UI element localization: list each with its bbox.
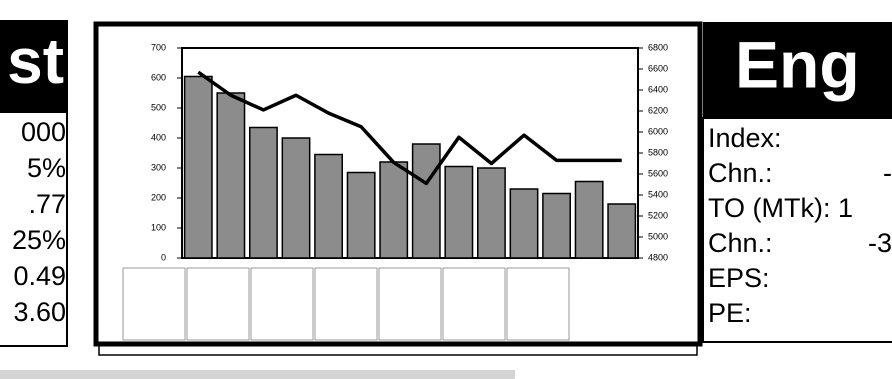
line: [197, 70, 622, 186]
y2-tick-label: 5000: [648, 231, 668, 241]
y-tick-label: 600: [151, 72, 166, 82]
right-label: TO (MTk): 1: [708, 193, 853, 223]
bar: [542, 192, 572, 259]
y2-tick-label: 6400: [648, 84, 668, 94]
bar: [444, 165, 474, 259]
left-value: 0.49: [13, 261, 66, 291]
y-tick-label: 700: [151, 42, 166, 52]
left-value: 000: [21, 117, 66, 147]
left-value: 5%: [27, 153, 66, 183]
bar: [346, 171, 376, 259]
y2-tick-label: 4800: [648, 252, 668, 262]
left-box: [0, 111, 68, 347]
right-header: Eng: [735, 27, 860, 101]
bar: [509, 188, 539, 259]
right-value: -3: [868, 228, 892, 258]
y-tick-label: 100: [151, 222, 166, 232]
under-frame: [98, 343, 698, 356]
left-value: 3.60: [13, 297, 66, 327]
y-tick-label: 300: [151, 162, 166, 172]
bar: [574, 180, 604, 259]
y2-tick-label: 6800: [648, 42, 668, 52]
bar: [216, 92, 246, 259]
y2-tick-label: 6000: [648, 126, 668, 136]
empty-cells: [122, 267, 570, 341]
left-header-box: [0, 20, 68, 112]
y2-tick-label: 5800: [648, 147, 668, 157]
y2-tick-label: 5200: [648, 210, 668, 220]
bar: [248, 126, 278, 259]
y-tick-label: 400: [151, 132, 166, 142]
bar: [183, 75, 213, 259]
y-tick-label: 500: [151, 102, 166, 112]
y-tick-label: 0: [161, 252, 166, 262]
left-value: .77: [28, 189, 66, 219]
bar: [314, 153, 344, 259]
right-label: Chn.:: [708, 158, 773, 188]
bar: [281, 137, 311, 259]
y2-tick-label: 5400: [648, 189, 668, 199]
right-label: EPS:: [708, 263, 770, 293]
right-label: Index:: [708, 123, 782, 153]
right-label: PE:: [708, 298, 752, 328]
y2-tick-label: 6200: [648, 105, 668, 115]
y2-tick-label: 5600: [648, 168, 668, 178]
bar: [607, 203, 637, 259]
left-header: st: [7, 25, 64, 97]
y-tick-label: 200: [151, 192, 166, 202]
bar: [476, 167, 506, 259]
plot-frame: [181, 47, 639, 259]
bottom-bar: [0, 370, 515, 379]
bar: [379, 161, 409, 259]
right-value: -: [883, 158, 892, 188]
y2-tick-label: 6600: [648, 63, 668, 73]
right-label: Chn.:: [708, 228, 773, 258]
left-value: 25%: [12, 225, 66, 255]
right-box: [702, 117, 892, 343]
right-header-box: [703, 22, 892, 118]
bar: [411, 143, 441, 259]
